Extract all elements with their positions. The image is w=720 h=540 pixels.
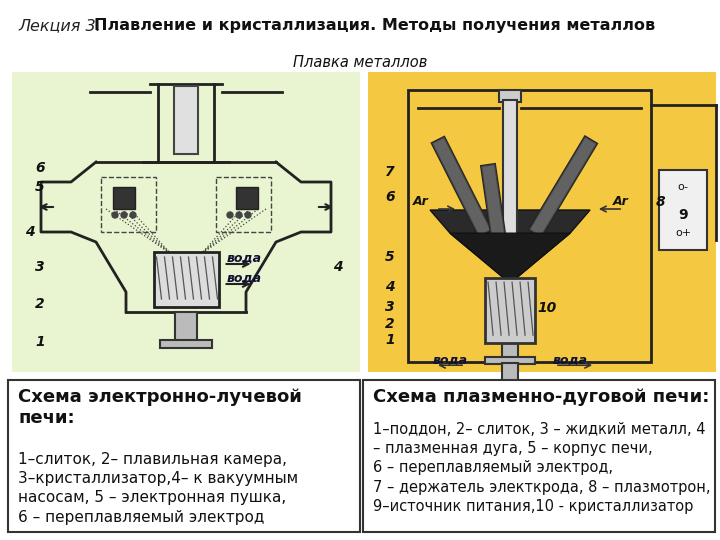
Text: 5: 5 xyxy=(385,250,395,264)
Polygon shape xyxy=(529,137,597,237)
Text: Ar: Ar xyxy=(413,195,428,208)
Polygon shape xyxy=(481,164,507,249)
Text: 3: 3 xyxy=(385,300,395,314)
Text: 6: 6 xyxy=(385,190,395,204)
Bar xyxy=(485,278,535,343)
Text: вода: вода xyxy=(433,353,467,366)
Text: 9: 9 xyxy=(678,208,688,222)
Bar xyxy=(502,343,518,363)
Text: 7: 7 xyxy=(385,165,395,179)
Text: 10: 10 xyxy=(537,301,557,315)
Text: вода: вода xyxy=(227,252,261,265)
Bar xyxy=(8,380,360,532)
Circle shape xyxy=(245,212,251,218)
Text: Лекция 3.: Лекция 3. xyxy=(18,18,106,33)
Text: Плавление и кристаллизация. Методы получения металлов: Плавление и кристаллизация. Методы получ… xyxy=(94,18,655,33)
Text: 4: 4 xyxy=(25,225,35,239)
Text: o+: o+ xyxy=(675,228,691,238)
Bar xyxy=(174,86,198,154)
Text: 2: 2 xyxy=(35,297,45,311)
Bar xyxy=(153,252,218,307)
Bar xyxy=(216,177,271,232)
Bar xyxy=(236,187,258,209)
Circle shape xyxy=(130,212,136,218)
Text: вода: вода xyxy=(227,272,261,285)
Bar xyxy=(12,72,360,372)
Text: 1: 1 xyxy=(35,335,45,349)
Bar xyxy=(659,170,707,250)
Text: 1–слиток, 2– плавильная камера,
3–кристаллизатор,4– к вакуумным
насосам, 5 – эле: 1–слиток, 2– плавильная камера, 3–криста… xyxy=(18,452,298,524)
Text: Плавка металлов: Плавка металлов xyxy=(293,55,427,70)
Bar xyxy=(160,340,212,348)
Polygon shape xyxy=(481,164,507,249)
Text: 1–поддон, 2– слиток, 3 – жидкий металл, 4
– плазменная дуга, 5 – корпус печи,
6 : 1–поддон, 2– слиток, 3 – жидкий металл, … xyxy=(373,422,711,514)
Circle shape xyxy=(227,212,233,218)
Circle shape xyxy=(121,212,127,218)
Text: 4: 4 xyxy=(385,280,395,294)
Text: 1: 1 xyxy=(385,333,395,347)
Bar xyxy=(175,312,197,347)
Text: o-: o- xyxy=(678,182,688,192)
Text: Ar: Ar xyxy=(613,195,629,208)
Text: 5: 5 xyxy=(35,180,45,194)
Bar xyxy=(408,90,651,362)
Text: Схема электронно-лучевой
печи:: Схема электронно-лучевой печи: xyxy=(18,388,302,427)
Bar xyxy=(113,187,135,209)
Bar xyxy=(503,100,517,240)
Text: 6: 6 xyxy=(35,161,45,175)
Polygon shape xyxy=(529,137,597,237)
Text: Схема плазменно-дуговой печи:: Схема плазменно-дуговой печи: xyxy=(373,388,709,406)
Text: 3: 3 xyxy=(35,260,45,274)
Polygon shape xyxy=(430,210,590,283)
Text: 8: 8 xyxy=(656,195,666,209)
Text: вода: вода xyxy=(552,353,588,366)
Polygon shape xyxy=(432,137,491,237)
Text: 4: 4 xyxy=(333,260,343,274)
Circle shape xyxy=(112,212,118,218)
Bar xyxy=(502,363,518,383)
Polygon shape xyxy=(432,137,491,237)
Circle shape xyxy=(236,212,242,218)
Bar xyxy=(499,90,521,102)
Bar xyxy=(101,177,156,232)
Polygon shape xyxy=(450,233,570,283)
Bar xyxy=(368,72,716,372)
Text: 2: 2 xyxy=(385,317,395,331)
Bar xyxy=(485,357,535,364)
Bar xyxy=(363,380,715,532)
